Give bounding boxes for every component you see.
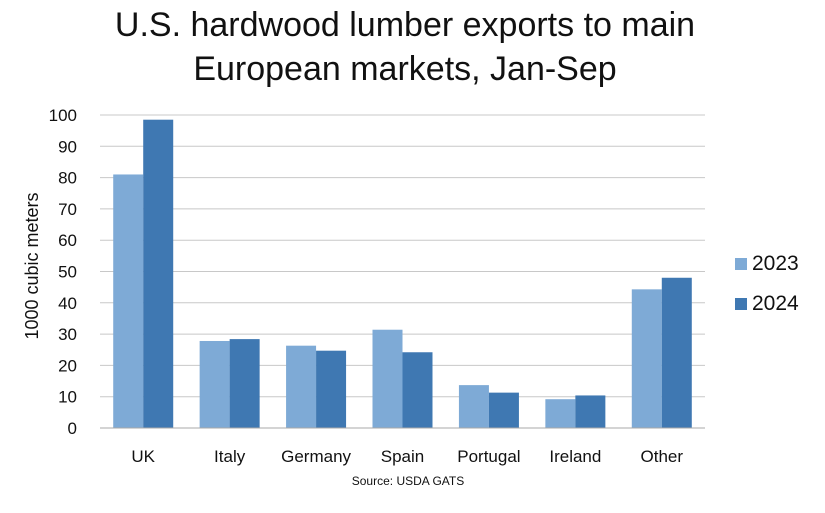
y-tick-label: 70 [58, 200, 77, 219]
x-tick-label: Other [641, 447, 684, 466]
x-tick-label: Germany [281, 447, 351, 466]
chart-title: U.S. hardwood lumber exports to main Eur… [115, 6, 695, 88]
bar-2024-spain [402, 352, 433, 428]
bar-2024-other [661, 277, 692, 428]
legend-swatch-2023 [735, 258, 747, 270]
chart-title-line-2: European markets, Jan-Sep [193, 50, 616, 88]
bar-2023-ireland [545, 399, 576, 428]
y-tick-label: 20 [58, 356, 77, 375]
bar-2024-italy [229, 339, 260, 428]
y-tick-label: 0 [68, 419, 77, 438]
chart-title-line-1: U.S. hardwood lumber exports to main [115, 6, 695, 44]
y-axis-label: 1000 cubic meters [22, 192, 42, 339]
legend-swatch-2024 [735, 298, 747, 310]
bar-2023-germany [286, 345, 317, 428]
x-axis-category-labels: UK Italy Germany Spain Portugal Ireland Other [131, 447, 683, 466]
y-tick-label: 80 [58, 169, 77, 188]
bars [113, 119, 692, 428]
y-tick-label: 100 [49, 106, 77, 125]
source-note: Source: USDA GATS [352, 474, 464, 488]
bar-2023-spain [372, 329, 403, 428]
y-tick-label: 60 [58, 231, 77, 250]
legend-label-2023: 2023 [752, 252, 799, 275]
bar-2024-ireland [575, 395, 606, 428]
y-axis-tick-labels: 0 10 20 30 40 50 60 70 80 90 100 [49, 106, 77, 438]
x-tick-label: Portugal [457, 447, 520, 466]
bar-2023-uk [113, 174, 144, 428]
y-tick-label: 10 [58, 388, 77, 407]
x-tick-label: Spain [381, 447, 424, 466]
y-tick-label: 30 [58, 325, 77, 344]
bar-2023-portugal [458, 385, 489, 428]
y-tick-label: 40 [58, 294, 77, 313]
bar-2023-italy [199, 340, 230, 428]
x-tick-label: UK [131, 447, 155, 466]
x-tick-label: Italy [214, 447, 246, 466]
bar-2024-uk [143, 119, 174, 428]
bar-2024-germany [316, 350, 347, 428]
bar-2023-other [631, 289, 662, 428]
legend: 2023 2024 [735, 252, 799, 315]
y-tick-label: 90 [58, 137, 77, 156]
y-tick-label: 50 [58, 263, 77, 282]
bar-2024-portugal [488, 392, 519, 428]
legend-label-2024: 2024 [752, 292, 799, 315]
x-tick-label: Ireland [549, 447, 601, 466]
